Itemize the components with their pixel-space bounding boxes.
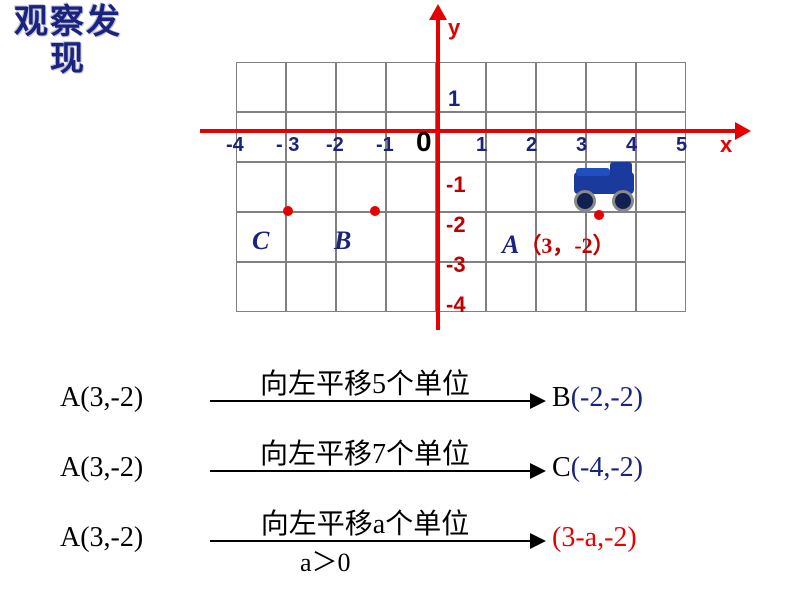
grid-cell [586, 262, 636, 312]
x-tick: 4 [626, 134, 637, 157]
point-a-label: A（3，-2） [502, 228, 615, 260]
y-neg-tick: -1 [446, 172, 466, 198]
arrow-line-icon [210, 400, 532, 402]
grid-cell [386, 162, 436, 212]
transform-list: A(3,-2) 向左平移5个单位 B(-2,-2) A(3,-2) 向左平移7个单位 C(… [60, 362, 760, 572]
y-axis-label: y [448, 15, 460, 41]
grid-cell [436, 62, 486, 112]
y-neg-tick: -4 [446, 292, 466, 318]
page-title: 观察发 现 [14, 4, 122, 79]
y-neg-tick: -3 [446, 252, 466, 278]
grid-cell [336, 62, 386, 112]
grid-cell [286, 62, 336, 112]
grid-cell [486, 262, 536, 312]
transform-desc: 向左平移a个单位 [225, 502, 505, 542]
grid-cell [336, 262, 386, 312]
x-axis-label: x [720, 132, 732, 158]
transform-row: A(3,-2)向左平移a个单位a＞0(3-a,-2) [60, 502, 760, 572]
grid-cell [636, 62, 686, 112]
grid-cell [486, 62, 536, 112]
grid-cell [286, 212, 336, 262]
grid-cell [386, 212, 436, 262]
point-b-dot [370, 206, 380, 216]
grid-cell [386, 62, 436, 112]
transform-from: A(3,-2) [60, 382, 143, 414]
transform-to: C(-4,-2) [552, 452, 643, 484]
grid-cell [636, 212, 686, 262]
point-a-dot [594, 210, 604, 220]
x-tick: 2 [526, 134, 537, 157]
transform-desc: 向左平移7个单位 [225, 432, 505, 472]
grid-cell [536, 62, 586, 112]
grid-cell [386, 262, 436, 312]
point-a-letter: A [502, 230, 519, 259]
transform-desc: 向左平移5个单位 [225, 362, 505, 402]
grid-cell [236, 162, 286, 212]
x-tick: -4 [226, 134, 244, 157]
x-tick: - 3 [276, 134, 299, 157]
y-tick-1: 1 [448, 86, 460, 112]
grid-cell [586, 62, 636, 112]
grid-cell [636, 162, 686, 212]
grid-cell [536, 262, 586, 312]
x-tick: 3 [576, 134, 587, 157]
transform-row: A(3,-2) 向左平移5个单位 B(-2,-2) [60, 362, 760, 432]
transform-from: A(3,-2) [60, 522, 143, 554]
transform-from: A(3,-2) [60, 452, 143, 484]
grid-cell [336, 162, 386, 212]
origin-label: 0 [416, 126, 432, 158]
arrow-line-icon [210, 540, 532, 542]
x-tick: 5 [676, 134, 687, 157]
x-axis [200, 129, 740, 133]
transform-row: A(3,-2) 向左平移7个单位 C(-4,-2) [60, 432, 760, 502]
title-l1: 观察发 [14, 3, 122, 41]
arrow-line-icon [210, 470, 532, 472]
grid-cell [636, 262, 686, 312]
grid-cell [286, 262, 336, 312]
grid-cell [236, 62, 286, 112]
transform-to: (3-a,-2) [552, 522, 637, 554]
transform-sub: a＞0 [300, 542, 351, 579]
point-a-coord: （3，-2） [519, 233, 614, 258]
x-axis-arrow-icon [735, 122, 751, 140]
x-tick: -2 [326, 134, 344, 157]
x-tick: -1 [376, 134, 394, 157]
grid-cell [236, 262, 286, 312]
grid-cell [286, 162, 336, 212]
x-tick: 1 [476, 134, 487, 157]
transform-to: B(-2,-2) [552, 382, 643, 414]
arrow-head-icon [530, 393, 546, 409]
y-axis-arrow-icon [429, 4, 447, 20]
point-c-dot [283, 206, 293, 216]
title-l2: 现 [50, 40, 86, 78]
tractor-icon [570, 170, 640, 210]
grid-cell [486, 162, 536, 212]
point-c-label: C [252, 226, 269, 256]
arrow-head-icon [530, 533, 546, 549]
point-b-label: B [334, 226, 351, 256]
y-axis [436, 10, 440, 330]
coordinate-plane: y x 0 -4- 3-2-112345 1 -1-2-3-4 C B A（3，… [200, 10, 720, 340]
arrow-head-icon [530, 463, 546, 479]
y-neg-tick: -2 [446, 212, 466, 238]
